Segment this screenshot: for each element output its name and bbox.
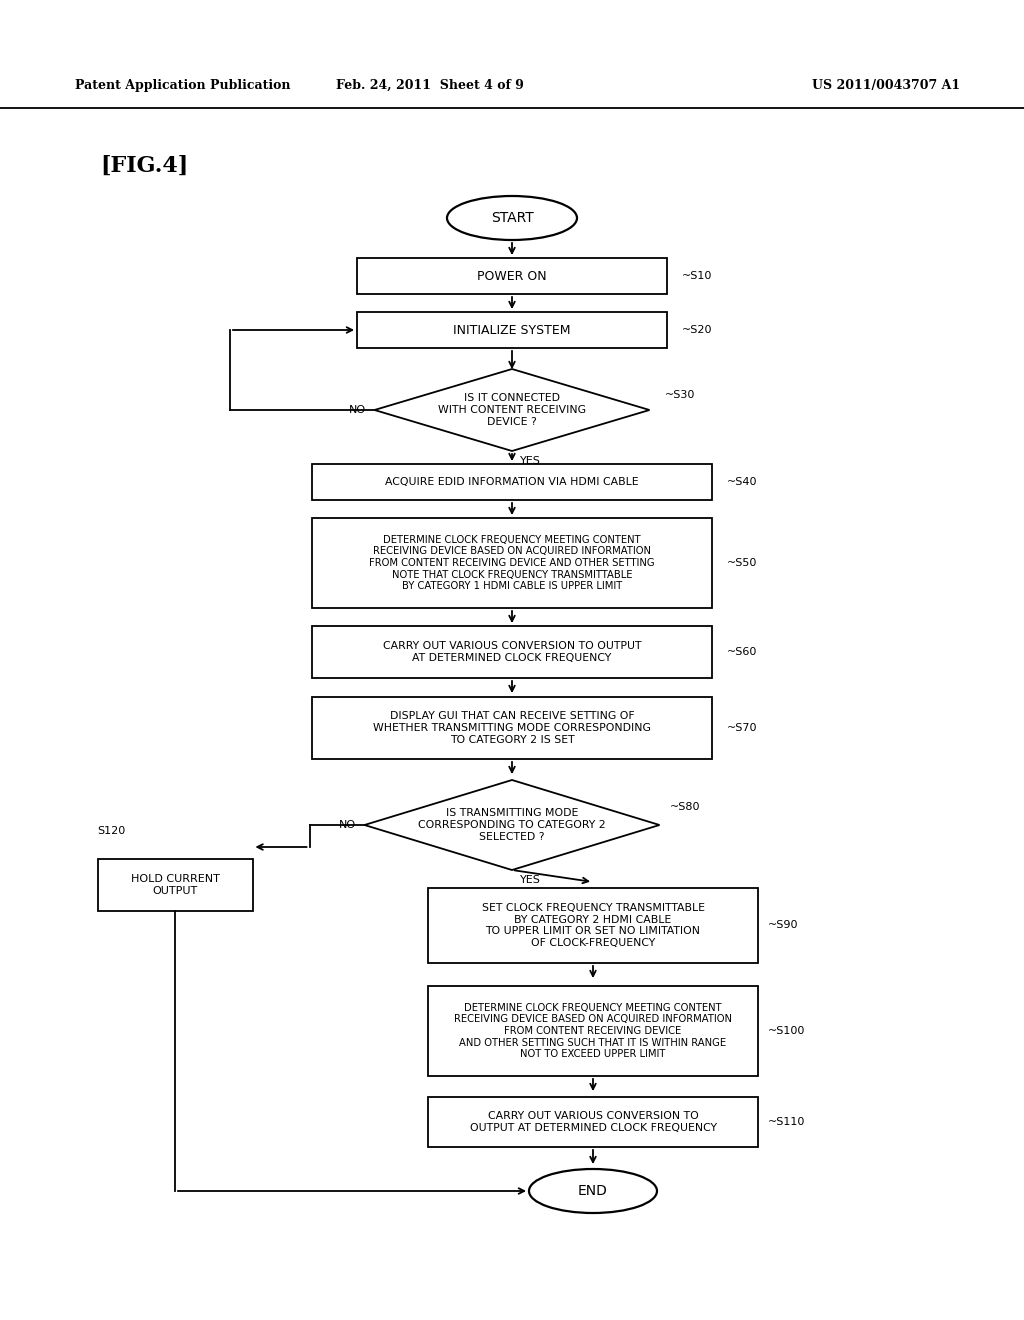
Text: ~S30: ~S30 xyxy=(665,389,695,400)
Text: ~S60: ~S60 xyxy=(727,647,758,657)
Text: [FIG.4]: [FIG.4] xyxy=(100,154,188,177)
Text: IS IT CONNECTED
WITH CONTENT RECEIVING
DEVICE ?: IS IT CONNECTED WITH CONTENT RECEIVING D… xyxy=(438,393,586,426)
FancyBboxPatch shape xyxy=(428,1097,758,1147)
Text: END: END xyxy=(579,1184,608,1199)
Text: ~S70: ~S70 xyxy=(727,723,758,733)
Text: ~S110: ~S110 xyxy=(768,1117,805,1127)
Text: Feb. 24, 2011  Sheet 4 of 9: Feb. 24, 2011 Sheet 4 of 9 xyxy=(336,78,524,91)
FancyBboxPatch shape xyxy=(312,517,712,609)
Text: US 2011/0043707 A1: US 2011/0043707 A1 xyxy=(812,78,961,91)
FancyBboxPatch shape xyxy=(97,859,253,911)
FancyBboxPatch shape xyxy=(312,465,712,500)
Text: YES: YES xyxy=(520,455,541,466)
Polygon shape xyxy=(375,370,649,451)
Text: ~S20: ~S20 xyxy=(682,325,713,335)
FancyBboxPatch shape xyxy=(428,986,758,1076)
Text: INITIALIZE SYSTEM: INITIALIZE SYSTEM xyxy=(454,323,570,337)
Text: NO: NO xyxy=(349,405,367,414)
Text: ~S40: ~S40 xyxy=(727,477,758,487)
Text: DISPLAY GUI THAT CAN RECEIVE SETTING OF
WHETHER TRANSMITTING MODE CORRESPONDING
: DISPLAY GUI THAT CAN RECEIVE SETTING OF … xyxy=(373,711,651,744)
Ellipse shape xyxy=(447,195,577,240)
FancyBboxPatch shape xyxy=(357,257,667,294)
Text: DETERMINE CLOCK FREQUENCY MEETING CONTENT
RECEIVING DEVICE BASED ON ACQUIRED INF: DETERMINE CLOCK FREQUENCY MEETING CONTEN… xyxy=(454,1003,732,1059)
Text: ~S10: ~S10 xyxy=(682,271,713,281)
Text: SET CLOCK FREQUENCY TRANSMITTABLE
BY CATEGORY 2 HDMI CABLE
TO UPPER LIMIT OR SET: SET CLOCK FREQUENCY TRANSMITTABLE BY CAT… xyxy=(481,903,705,948)
Ellipse shape xyxy=(529,1170,657,1213)
Text: Patent Application Publication: Patent Application Publication xyxy=(75,78,291,91)
Text: CARRY OUT VARIOUS CONVERSION TO
OUTPUT AT DETERMINED CLOCK FREQUENCY: CARRY OUT VARIOUS CONVERSION TO OUTPUT A… xyxy=(469,1111,717,1133)
Text: ~S80: ~S80 xyxy=(670,803,700,812)
FancyBboxPatch shape xyxy=(312,697,712,759)
Text: START: START xyxy=(490,211,534,224)
Text: ACQUIRE EDID INFORMATION VIA HDMI CABLE: ACQUIRE EDID INFORMATION VIA HDMI CABLE xyxy=(385,477,639,487)
Text: NO: NO xyxy=(339,820,356,830)
Text: ~S50: ~S50 xyxy=(727,558,758,568)
Text: ~S100: ~S100 xyxy=(768,1026,805,1036)
Text: HOLD CURRENT
OUTPUT: HOLD CURRENT OUTPUT xyxy=(131,874,219,896)
FancyBboxPatch shape xyxy=(357,312,667,348)
Text: ~S90: ~S90 xyxy=(768,920,799,931)
Text: IS TRANSMITTING MODE
CORRESPONDING TO CATEGORY 2
SELECTED ?: IS TRANSMITTING MODE CORRESPONDING TO CA… xyxy=(418,808,606,842)
Text: CARRY OUT VARIOUS CONVERSION TO OUTPUT
AT DETERMINED CLOCK FREQUENCY: CARRY OUT VARIOUS CONVERSION TO OUTPUT A… xyxy=(383,642,641,663)
Text: S120: S120 xyxy=(97,826,126,836)
Text: YES: YES xyxy=(520,875,541,884)
Text: DETERMINE CLOCK FREQUENCY MEETING CONTENT
RECEIVING DEVICE BASED ON ACQUIRED INF: DETERMINE CLOCK FREQUENCY MEETING CONTEN… xyxy=(370,535,654,591)
Text: POWER ON: POWER ON xyxy=(477,269,547,282)
FancyBboxPatch shape xyxy=(312,626,712,678)
Polygon shape xyxy=(365,780,659,870)
FancyBboxPatch shape xyxy=(428,888,758,964)
